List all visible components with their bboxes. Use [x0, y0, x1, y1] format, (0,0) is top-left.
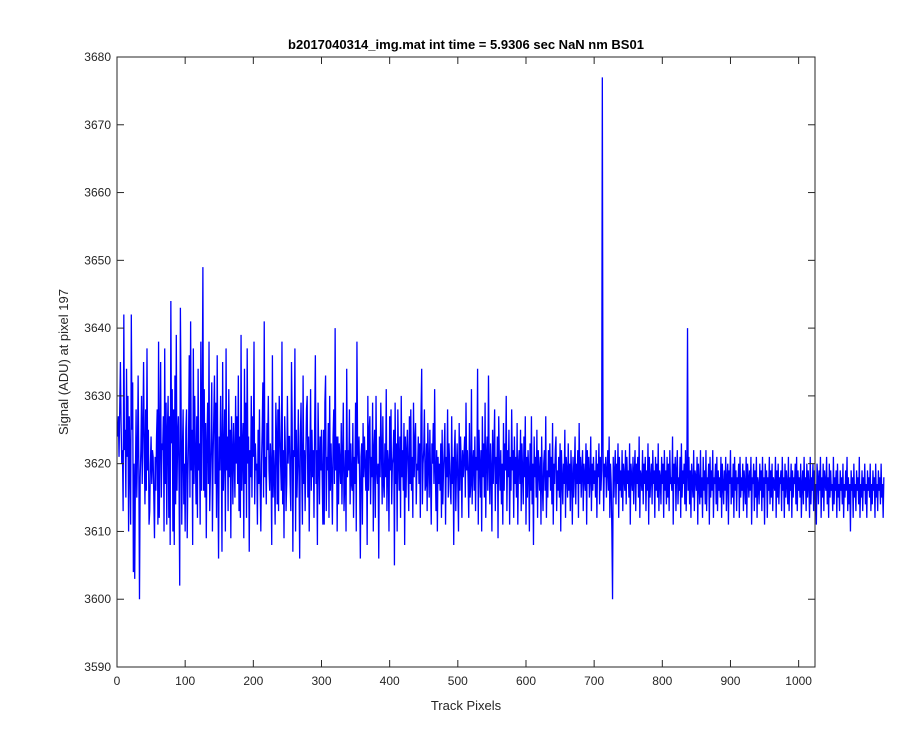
- y-axis-label: Signal (ADU) at pixel 197: [56, 289, 71, 435]
- y-tick-label: 3590: [84, 660, 111, 674]
- chart-title: b2017040314_img.mat int time = 5.9306 se…: [288, 37, 644, 52]
- y-tick-label: 3600: [84, 592, 111, 606]
- x-tick-label: 200: [243, 674, 263, 688]
- y-tick-label: 3610: [84, 524, 111, 538]
- y-tick-label: 3650: [84, 253, 111, 267]
- y-tick-label: 3680: [84, 50, 111, 64]
- axes-layer: [116, 56, 816, 668]
- x-tick-label: 900: [720, 674, 740, 688]
- axes-box: [116, 56, 816, 668]
- x-tick-label: 700: [584, 674, 604, 688]
- y-tick-label: 3640: [84, 321, 111, 335]
- y-tick-label: 3660: [84, 186, 111, 200]
- series-layer: [117, 77, 885, 600]
- x-tick-label: 600: [516, 674, 536, 688]
- x-tick-label: 300: [311, 674, 331, 688]
- x-tick-label: 1000: [785, 674, 812, 688]
- tick-layer: 0 100 200 300 400 500 600 700 800 900 1000 3590 3600…: [84, 50, 815, 688]
- x-tick-label: 100: [175, 674, 195, 688]
- plot-area: [117, 57, 815, 667]
- y-tick-label: 3620: [84, 457, 111, 471]
- y-tick-label: 3670: [84, 118, 111, 132]
- x-tick-label: 0: [114, 674, 121, 688]
- x-tick-label: 400: [380, 674, 400, 688]
- x-axis-label: Track Pixels: [431, 698, 502, 713]
- x-tick-label: 500: [448, 674, 468, 688]
- series-line-1: [117, 77, 885, 600]
- y-tick-label: 3630: [84, 389, 111, 403]
- x-tick-label: 800: [652, 674, 672, 688]
